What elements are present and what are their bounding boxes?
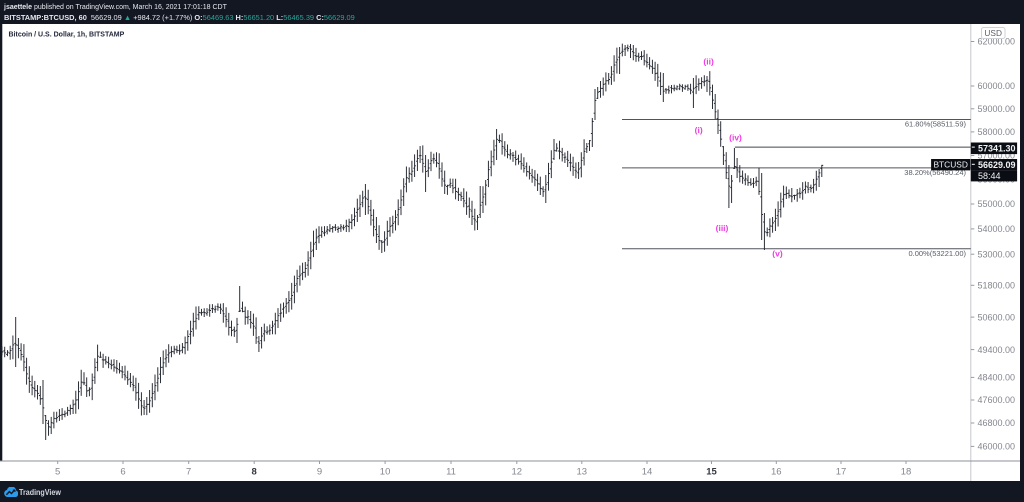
svg-text:38.20%(56490.24): 38.20%(56490.24) [904,168,966,177]
svg-text:(i): (i) [695,125,703,135]
svg-text:(ii): (ii) [703,57,714,67]
svg-text:12: 12 [512,466,523,477]
svg-text:USD: USD [984,28,1002,38]
svg-text:61.80%(58511.59): 61.80%(58511.59) [905,120,967,129]
svg-text:6: 6 [120,466,125,477]
svg-text:8: 8 [252,466,257,477]
svg-text:(iii): (iii) [716,223,729,233]
svg-text:18: 18 [901,466,912,477]
svg-text:9: 9 [317,466,322,477]
svg-text:47600.00: 47600.00 [978,395,1016,405]
svg-text:16: 16 [771,466,782,477]
svg-text:0.00%(53221.00): 0.00%(53221.00) [908,249,966,258]
svg-text:46000.00: 46000.00 [978,442,1016,452]
svg-text:14: 14 [642,466,653,477]
svg-text:10: 10 [380,466,391,477]
svg-text:62000.00: 62000.00 [978,37,1016,47]
svg-text:50600.00: 50600.00 [978,312,1016,322]
svg-text:7: 7 [186,466,191,477]
svg-text:60000.00: 60000.00 [978,81,1016,91]
svg-text:46800.00: 46800.00 [978,418,1016,428]
svg-text:58:44: 58:44 [978,171,1001,181]
svg-text:13: 13 [577,466,588,477]
svg-text:58000.00: 58000.00 [978,127,1016,137]
svg-text:55000.00: 55000.00 [978,199,1016,209]
svg-text:11: 11 [446,466,456,477]
svg-text:49400.00: 49400.00 [978,345,1016,355]
svg-text:53000.00: 53000.00 [978,249,1016,259]
svg-text:48400.00: 48400.00 [978,373,1016,383]
svg-text:Bitcoin / U.S. Dollar, 1h, BIT: Bitcoin / U.S. Dollar, 1h, BITSTAMP [9,32,125,39]
svg-text:17: 17 [836,466,847,477]
svg-text:51800.00: 51800.00 [978,281,1016,291]
svg-text:57341.30: 57341.30 [978,143,1016,153]
svg-text:56629.09: 56629.09 [978,160,1016,170]
svg-text:(v): (v) [772,248,783,258]
svg-text:15: 15 [706,466,717,477]
svg-text:(iv): (iv) [729,133,742,143]
svg-text:BTCUSD: BTCUSD [933,160,967,170]
svg-text:59000.00: 59000.00 [978,104,1016,114]
svg-text:57000.00: 57000.00 [978,151,1016,161]
svg-text:5: 5 [55,466,60,477]
svg-text:54000.00: 54000.00 [978,224,1016,234]
